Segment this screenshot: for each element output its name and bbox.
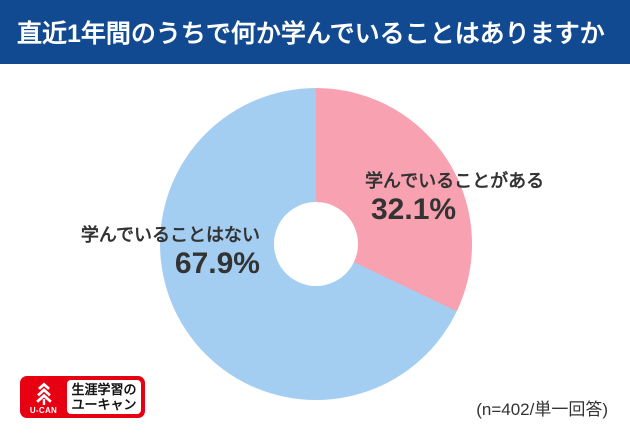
- ucan-tagline: 生涯学習の ユーキャン: [67, 380, 141, 414]
- ucan-tagline-line1: 生涯学習の: [71, 382, 137, 397]
- slice-label-learning-percent: 32.1%: [371, 193, 457, 226]
- ucan-tagline-line2: ユーキャン: [71, 397, 137, 412]
- ucan-brand-label: U-CAN: [29, 405, 58, 415]
- ucan-tree-icon: [35, 381, 52, 405]
- slice-label-not-learning-percent: 67.9%: [174, 247, 260, 280]
- ucan-logo-emblem: U-CAN: [20, 376, 67, 418]
- slice-label-not-learning-text: 学んでいることはない: [80, 225, 260, 245]
- page-title: 直近1年間のうちで何か学んでいることはありますか: [17, 20, 605, 48]
- slice-label-not-learning: 学んでいることはない 67.9%: [81, 224, 260, 279]
- title-bar: 直近1年間のうちで何か学んでいることはありますか: [0, 0, 630, 64]
- donut-hole: [274, 202, 358, 286]
- slice-label-learning-text: 学んでいることがある: [365, 171, 545, 191]
- ucan-logo: U-CAN 生涯学習の ユーキャン: [20, 376, 145, 418]
- sample-size-note: (n=402/単一回答): [476, 400, 608, 419]
- slice-label-learning: 学んでいることがある 32.1%: [365, 170, 544, 225]
